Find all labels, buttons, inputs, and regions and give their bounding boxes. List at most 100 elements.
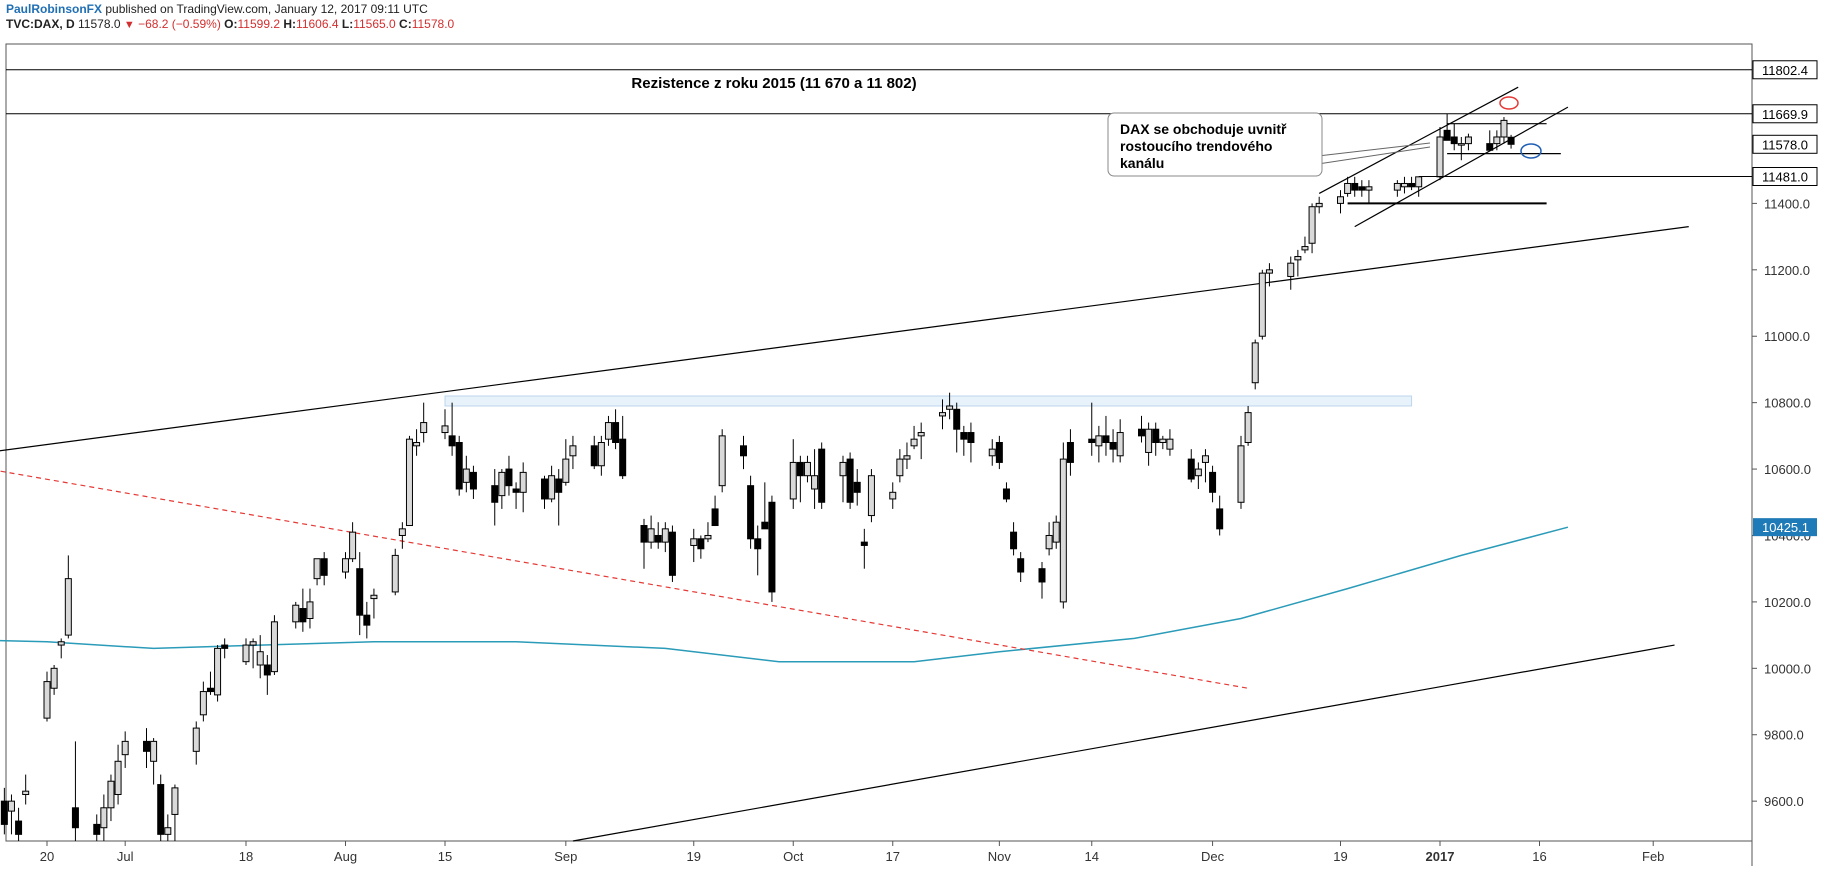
candle [455,435,463,496]
time-axis[interactable]: 20 Jul 18 Aug 15 Sep 19 Oct 17 Nov 14 Dec 19 2017 16 Fe… [40,841,1665,864]
candle-body [391,554,399,593]
candle [1002,482,1010,503]
down-triangle-icon: ▼ [123,19,135,31]
x-tick-label: 14 [1085,849,1099,864]
candle-body [1244,412,1252,443]
candle-body [1493,136,1501,145]
candle-body [420,422,428,434]
author-link[interactable]: PaulRobinsonFX [6,2,102,16]
candle-body [953,408,961,430]
candle [192,721,200,765]
price-axis[interactable]: 9600.09800.010000.010200.010400.010600.0… [1752,60,1818,809]
candle-body [15,820,23,835]
candle [263,655,271,695]
callout-pointer-lower [1317,146,1431,165]
candle [1500,117,1508,144]
candle-body [910,438,918,447]
candle-body [1287,262,1295,277]
candle-body [1308,206,1316,244]
x-tick-label: Dec [1201,849,1225,864]
candle-body [1436,136,1444,178]
candle [100,794,108,841]
candle-body [206,687,214,693]
x-tick-label: 15 [438,849,452,864]
candle-body [505,468,513,487]
candle-body [1059,458,1067,603]
price-label-text: 11802.4 [1762,63,1808,78]
candle [1443,113,1451,141]
candle-body [157,784,165,835]
candle [441,409,449,440]
candle [846,452,854,509]
candle [718,429,726,493]
channel-lower [1354,106,1569,228]
y-tick-label: 9600.0 [1764,794,1804,809]
candle-body [1507,136,1515,145]
callout-line-2: rostoucího trendového [1120,138,1272,154]
candle-body [306,601,314,620]
candle-body [270,621,278,673]
candle [1059,442,1067,609]
candle-body [1017,558,1025,573]
candle [548,465,556,503]
candle-body [1344,182,1352,194]
candle-body [249,641,257,646]
candle-body [1045,534,1053,550]
candle [811,449,819,509]
candle [1045,522,1053,556]
published-text: published on TradingView.com, January 12… [105,2,428,16]
candle [1088,402,1096,456]
candle [420,402,428,443]
candle-body [1237,445,1245,503]
blue-circle-marker [1520,143,1542,159]
candle [768,495,776,602]
candle-body [1450,136,1458,145]
candle-body [292,604,300,623]
candle [114,744,122,805]
candle-body [320,558,328,576]
candle [1450,123,1458,151]
open-label: O: [224,17,238,31]
callout-box[interactable] [1107,112,1323,177]
candle-body [1500,119,1508,138]
candle [292,601,300,629]
open-value: 11599.2 [237,17,281,31]
candle [1393,180,1401,197]
candle [939,399,946,430]
candle [903,442,911,470]
candle-body [1251,342,1259,384]
candle [555,469,563,526]
candle-body [1258,272,1266,337]
candle-body [619,438,627,477]
low-value: 11565.0 [353,17,396,31]
candle [1315,196,1323,214]
price-label-box [1752,60,1818,80]
candle-body [43,681,51,719]
candle [71,741,79,841]
candle-body [1002,488,1010,500]
candle-body [754,538,762,550]
candle-body [349,531,357,560]
candle [789,439,797,509]
x-tick-label: Oct [783,849,804,864]
candle-body [498,471,506,497]
plot-area[interactable] [5,43,1753,842]
candle-body [668,531,676,576]
long-term-lower-trendline [572,644,1675,842]
candle [57,638,65,659]
price-label: 11802.4 [1752,60,1818,80]
candle [256,635,264,679]
candle-body [1294,256,1302,261]
x-tick-label: 19 [1333,849,1347,864]
candle-body [441,425,449,434]
price-label-text: 11578.0 [1762,137,1808,152]
candle-body [1187,458,1195,480]
candle-body [853,481,861,493]
candle [690,528,698,563]
candle-body [1066,442,1074,463]
channel-callout[interactable]: DAX se obchoduje uvnitř rostoucího trend… [1107,112,1431,177]
candle-body [711,508,719,527]
candle-body [1457,143,1465,146]
candle-body [121,740,129,756]
